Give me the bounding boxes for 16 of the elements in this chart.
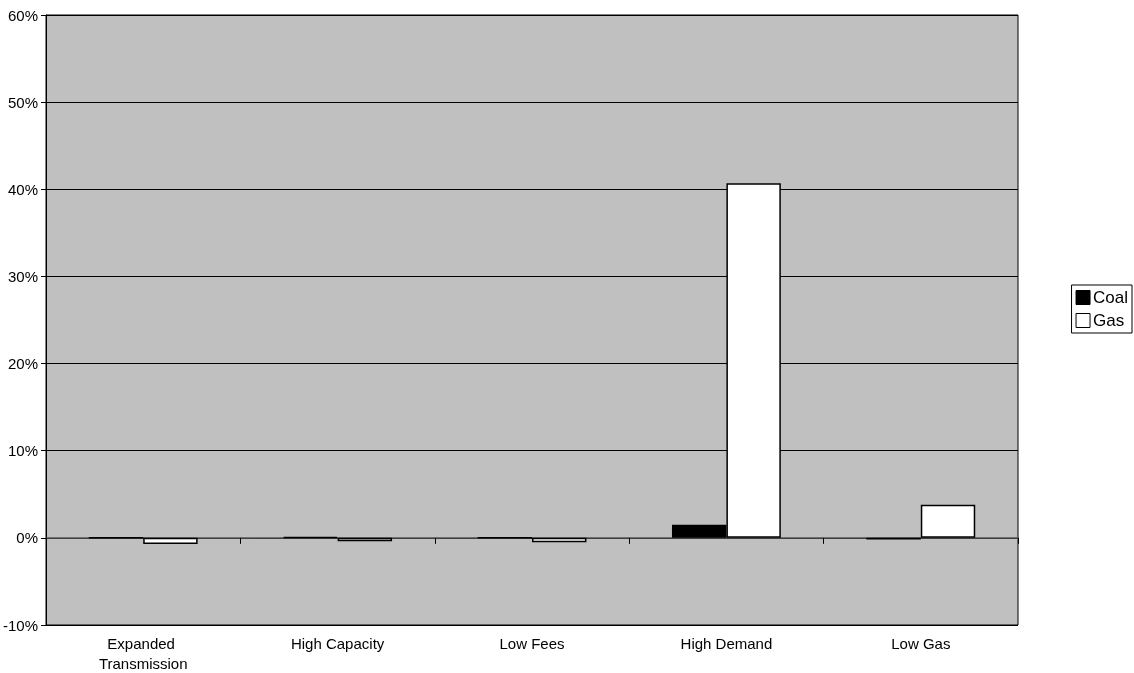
y-tick-label: 60% [7,6,39,24]
legend-label: Coal [1093,288,1129,307]
y-tick-label: -10% [2,616,39,634]
x-tick-label: Low Fees [499,634,565,652]
x-tick-label: High Capacity [290,634,385,652]
x-tick-label: High Demand [680,634,773,652]
y-tick-label: 50% [7,93,39,111]
y-tick-label: 10% [7,442,39,460]
y-tick-label: 0% [16,529,39,547]
y-tick-label: 40% [7,180,39,198]
y-tick-label: 30% [7,267,39,285]
x-tick-label: Expanded Transmission [98,634,188,672]
x-tick-label: Low Gas [891,634,951,652]
bar [920,504,976,538]
legend-label: Gas [1093,311,1125,330]
y-tick-label: 20% [7,355,39,373]
